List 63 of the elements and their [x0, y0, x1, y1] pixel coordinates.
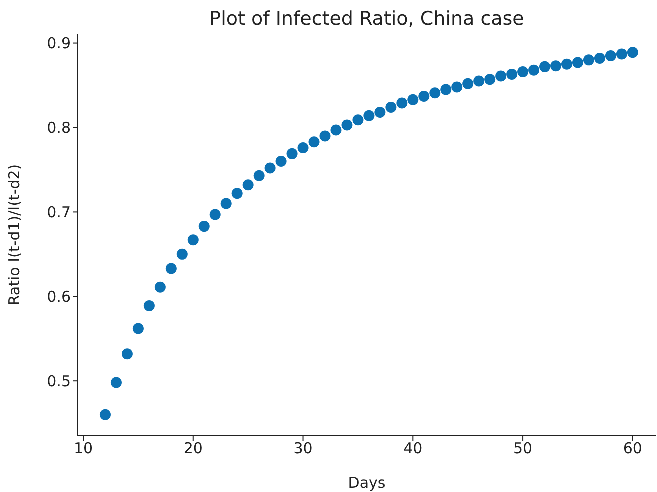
point — [474, 76, 485, 87]
point — [462, 78, 474, 90]
point — [583, 54, 594, 66]
x-tick-label: 50 — [513, 440, 533, 458]
x-tick-label: 40 — [404, 440, 423, 458]
point — [264, 162, 276, 174]
point — [605, 50, 616, 62]
x-tick-label: 10 — [74, 440, 94, 458]
point — [386, 102, 397, 113]
point — [242, 180, 254, 191]
point — [364, 110, 375, 122]
point — [210, 209, 221, 220]
y-tick-label: 0.6 — [47, 288, 71, 306]
point — [506, 69, 518, 80]
point — [528, 64, 540, 76]
point — [188, 234, 199, 246]
point — [496, 70, 507, 82]
point — [561, 58, 572, 70]
chart-title: Plot of Infected Ratio, China case — [208, 8, 526, 30]
point — [132, 323, 144, 334]
point — [550, 60, 562, 72]
point — [198, 221, 210, 232]
point — [154, 282, 166, 293]
point — [540, 61, 551, 72]
x-tick-label: 20 — [184, 440, 203, 458]
point — [308, 136, 320, 148]
point — [440, 84, 452, 96]
point — [374, 107, 386, 118]
point — [518, 66, 529, 78]
point — [342, 120, 353, 131]
point — [627, 47, 638, 58]
point — [176, 248, 188, 260]
point — [484, 74, 496, 86]
x-axis-title: Days — [348, 474, 386, 492]
point — [110, 377, 122, 388]
y-tick-label: 0.8 — [47, 119, 71, 138]
point — [352, 114, 364, 126]
y-tick-label: 0.5 — [47, 372, 71, 390]
point — [298, 142, 309, 154]
y-tick-label: 0.7 — [47, 204, 71, 222]
point — [396, 98, 408, 109]
point — [144, 300, 155, 312]
point — [254, 170, 265, 182]
point — [330, 124, 342, 136]
point — [430, 88, 441, 99]
point — [166, 263, 177, 274]
point — [572, 57, 584, 68]
point — [100, 409, 111, 420]
point — [232, 188, 243, 200]
y-axis-title: Ratio I(t-d1)/I(t-d2) — [5, 164, 24, 306]
x-tick-label: 30 — [294, 440, 313, 458]
point — [320, 130, 331, 142]
point — [276, 156, 287, 168]
x-tick-label: 60 — [623, 440, 642, 458]
point — [452, 82, 463, 93]
point — [616, 48, 628, 60]
point — [220, 198, 232, 210]
point — [418, 90, 430, 102]
point — [286, 148, 298, 160]
point — [122, 348, 133, 360]
y-tick-label: 0.9 — [47, 34, 71, 53]
point — [594, 52, 606, 64]
point — [408, 94, 419, 106]
